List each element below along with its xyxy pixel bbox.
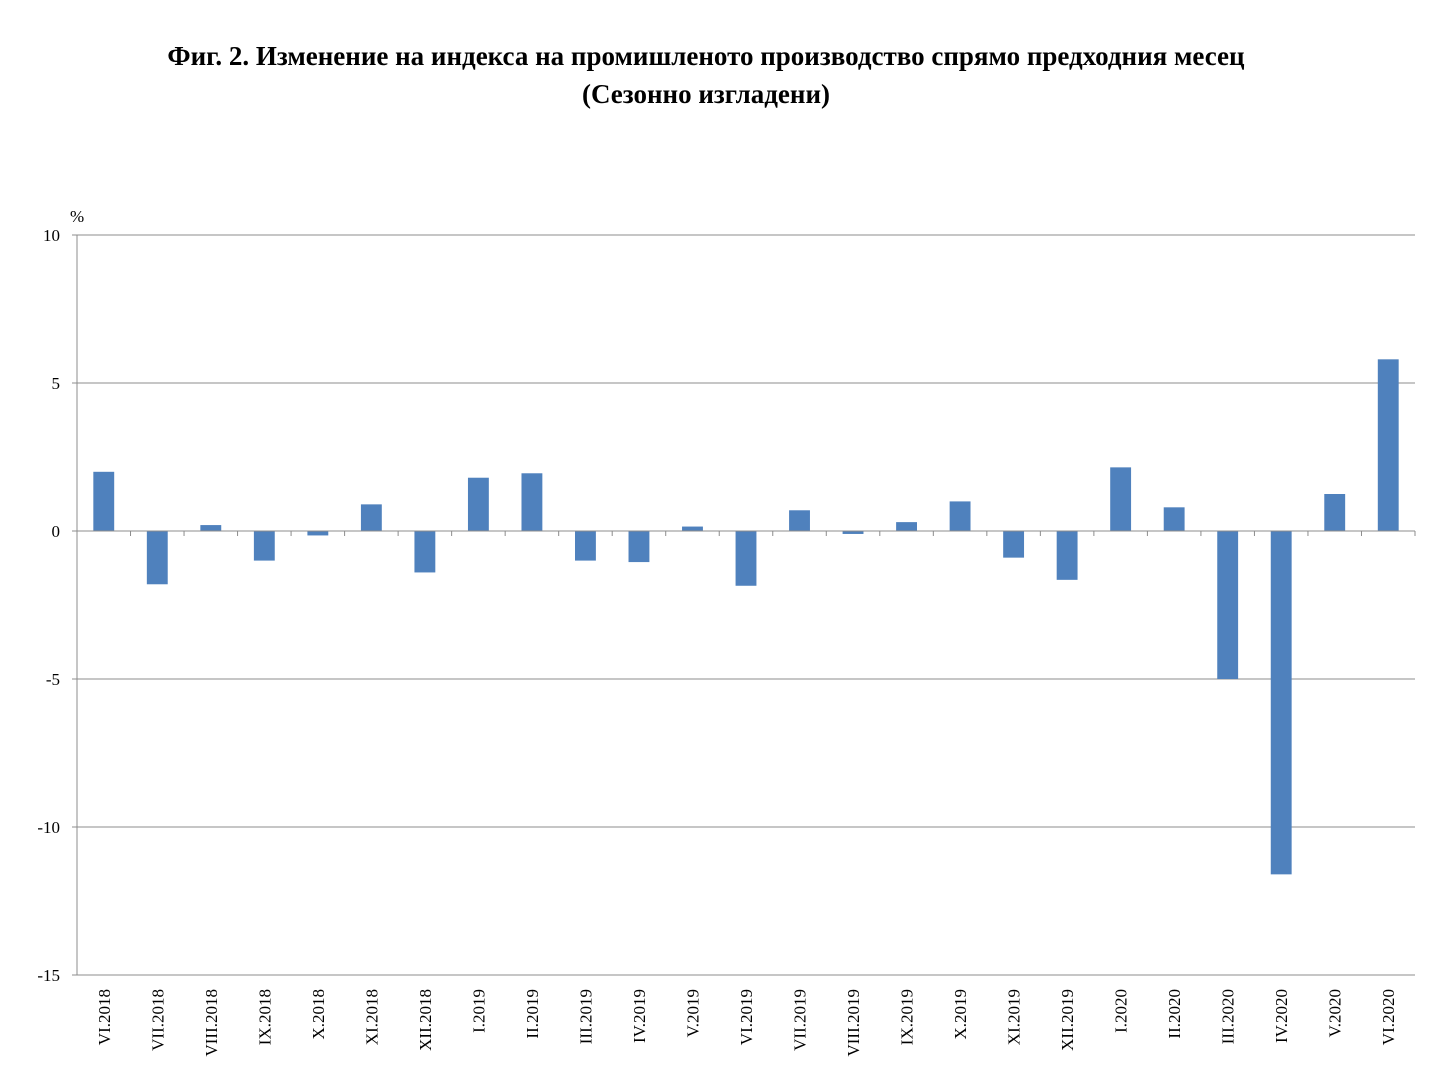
x-tick-label: IV.2020 (1272, 989, 1291, 1043)
bar (1324, 494, 1346, 531)
bar (360, 504, 382, 531)
x-tick-label: I.2020 (1112, 989, 1131, 1033)
bar (200, 525, 222, 531)
y-tick-label: -5 (46, 670, 60, 689)
x-tick-label: VIII.2019 (844, 989, 863, 1057)
bars (93, 359, 1399, 875)
y-tick-label: 10 (43, 226, 60, 245)
x-tick-label: XI.2019 (1005, 989, 1024, 1045)
bar (1056, 531, 1078, 580)
x-tick-label: VI.2020 (1379, 989, 1398, 1045)
x-tick-label: V.2020 (1326, 989, 1345, 1037)
bar (93, 471, 115, 531)
x-tick-label: II.2019 (523, 989, 542, 1039)
y-tick-label: 5 (52, 374, 61, 393)
x-tick-label: XII.2019 (1058, 989, 1077, 1051)
x-tick-label: II.2020 (1165, 989, 1184, 1039)
x-tick-label: IX.2018 (255, 989, 274, 1045)
x-tick-label: VII.2019 (791, 989, 810, 1051)
gridlines (77, 234, 1415, 976)
bar (735, 531, 757, 586)
y-tick-label: -15 (37, 966, 60, 985)
bar (1110, 467, 1132, 531)
x-tick-label: XII.2018 (416, 989, 435, 1051)
x-tick-label: I.2019 (469, 989, 488, 1033)
x-tick-label: III.2019 (576, 989, 595, 1044)
x-tick-label: XI.2018 (362, 989, 381, 1045)
bar (467, 477, 489, 531)
bar (146, 531, 168, 585)
bar (414, 531, 436, 573)
bar (1217, 531, 1239, 679)
chart-title-line1: Фиг. 2. Изменение на индекса на промишле… (167, 41, 1245, 71)
y-tick-label: -10 (37, 818, 60, 837)
bar (1270, 531, 1292, 875)
bar (575, 531, 596, 561)
y-tick-labels: 10 5 0 -5 -10 -15 (37, 226, 60, 985)
chart-title-line2: (Сезонно изгладени) (581, 79, 831, 109)
bar (896, 522, 917, 531)
x-tick-labels: VI.2018 VII.2018 VIII.2018 IX.2018 X.2018 XI.… (95, 989, 1398, 1057)
bar (682, 526, 703, 531)
x-tick-label: IV.2019 (630, 989, 649, 1043)
x-tick-label: VI.2019 (737, 989, 756, 1045)
x-tick-label: V.2019 (683, 989, 702, 1037)
bar (307, 531, 329, 536)
y-tick-label: 0 (52, 522, 61, 541)
x-tick-label: III.2020 (1219, 989, 1238, 1044)
x-tick-label: VI.2018 (95, 989, 114, 1045)
bar (949, 501, 971, 531)
x-tick-label: X.2018 (309, 989, 328, 1040)
x-tick-label: IX.2019 (898, 989, 917, 1045)
bar (253, 531, 275, 561)
x-tick-label: VIII.2018 (202, 989, 221, 1057)
x-tick-label: X.2019 (951, 989, 970, 1040)
bar (628, 531, 650, 563)
bar (1377, 359, 1399, 531)
bar (789, 510, 810, 531)
bar (1003, 531, 1025, 558)
axes (72, 234, 1416, 976)
y-axis-unit: % (70, 207, 84, 226)
bar (521, 473, 543, 531)
bar (1163, 507, 1185, 531)
x-tick-label: VII.2018 (148, 989, 167, 1051)
bar (842, 531, 864, 534)
